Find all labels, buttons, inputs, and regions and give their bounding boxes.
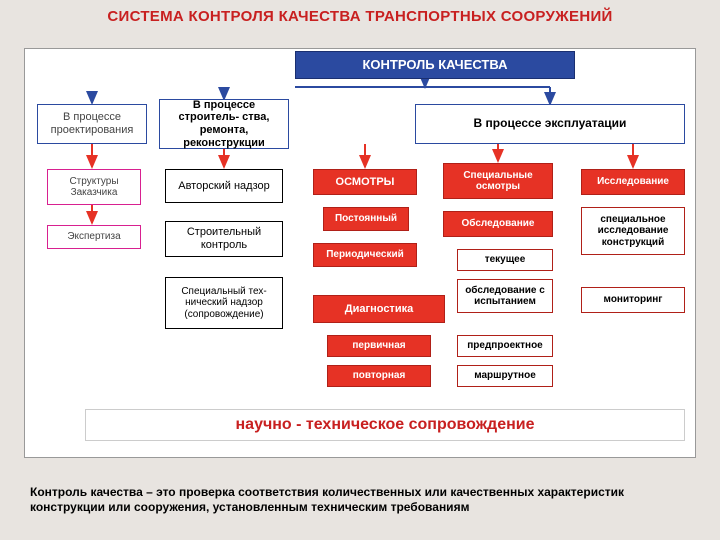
col4-box-1: Обследование (443, 211, 553, 237)
col4-box-4: предпроектное (457, 335, 553, 357)
col3-box-2: Периодический (313, 243, 417, 267)
col3-box-5: повторная (327, 365, 431, 387)
col2-box-2: Специальный тех- нический надзор (сопров… (165, 277, 283, 329)
col5-box-1: специальное исследование конструкций (581, 207, 685, 255)
col4-box-2: текущее (457, 249, 553, 271)
col2-box-1: Строительный контроль (165, 221, 283, 257)
diagram-canvas: КОНТРОЛЬ КАЧЕСТВА В процессе проектирова… (24, 48, 696, 458)
col5-box-0: Исследование (581, 169, 685, 195)
root-box: КОНТРОЛЬ КАЧЕСТВА (295, 51, 575, 79)
col4-box-3: обследование с испытанием (457, 279, 553, 313)
col4-box-5: маршрутное (457, 365, 553, 387)
footer-text: Контроль качества – это проверка соответ… (30, 485, 690, 516)
col5-box-2: мониторинг (581, 287, 685, 313)
bottom-bar: научно - техническое сопровождение (85, 409, 685, 441)
col3-box-0: ОСМОТРЫ (313, 169, 417, 195)
col3-box-4: первичная (327, 335, 431, 357)
col1-box-1: Экспертиза (47, 225, 141, 249)
level2-box-0: В процессе проектирования (37, 104, 147, 144)
col2-box-0: Авторский надзор (165, 169, 283, 203)
col3-box-1: Постоянный (323, 207, 409, 231)
col4-box-0: Специальные осмотры (443, 163, 553, 199)
level2-box-1: В процессе строитель- ства, ремонта, рек… (159, 99, 289, 149)
root-label: КОНТРОЛЬ КАЧЕСТВА (362, 58, 507, 73)
col3-box-3: Диагностика (313, 295, 445, 323)
page-title: СИСТЕМА КОНТРОЛЯ КАЧЕСТВА ТРАНСПОРТНЫХ С… (0, 8, 720, 25)
level2-box-2: В процессе эксплуатации (415, 104, 685, 144)
col1-box-0: Структуры Заказчика (47, 169, 141, 205)
